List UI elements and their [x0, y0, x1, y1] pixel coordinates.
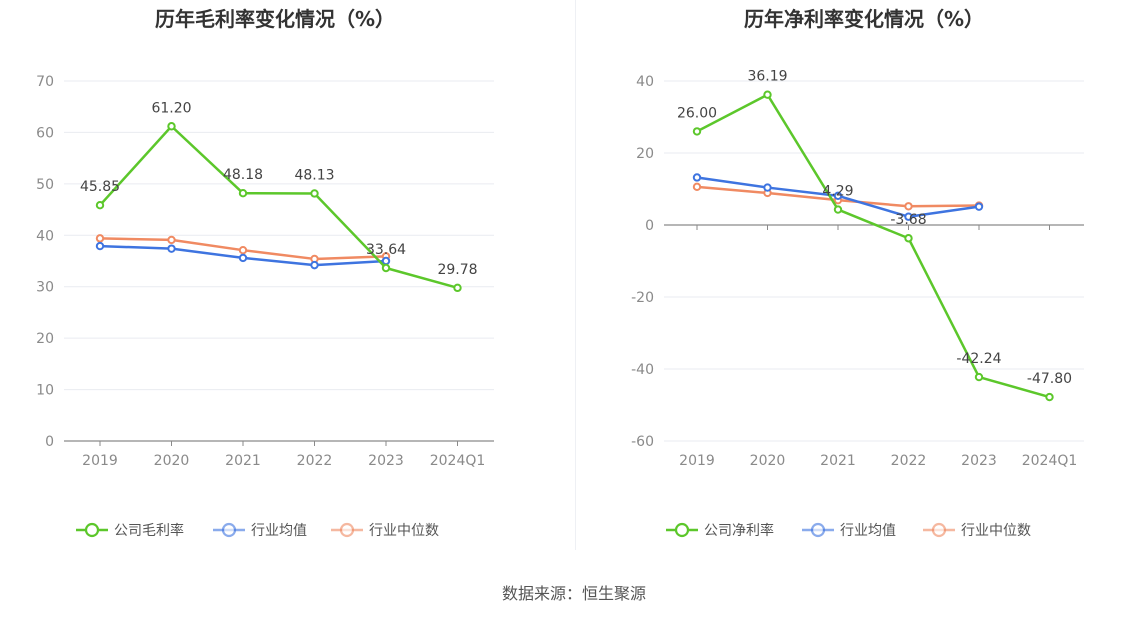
y-tick-label: 20 — [636, 146, 654, 162]
net-margin-chart: 历年净利率变化情况（%） -60 -40 -20 0 20 40 2019 2020 2021 20… — [576, 0, 1148, 560]
y-tick-label: 0 — [645, 218, 654, 234]
data-point — [833, 191, 843, 201]
data-point — [763, 90, 772, 99]
y-tick-label: 30 — [36, 280, 54, 296]
data-label: 4.29 — [822, 184, 853, 200]
data-point — [833, 205, 843, 214]
data-point — [692, 127, 702, 136]
legend-marker — [674, 522, 690, 538]
y-tick-label: -60 — [631, 434, 654, 450]
legend-marker — [339, 522, 355, 538]
data-point — [238, 189, 248, 198]
data-label: 33.64 — [366, 242, 406, 258]
data-point — [167, 122, 176, 131]
legend-item: 公司毛利率 — [76, 522, 184, 539]
y-tick-label: 40 — [636, 74, 654, 90]
series-line-s0 — [99, 125, 458, 290]
net-margin-svg: 历年净利率变化情况（%） -60 -40 -20 0 20 40 2019 2020 2021 20… — [631, 7, 1084, 539]
legend-marker — [221, 522, 237, 538]
data-label: -47.80 — [1027, 371, 1072, 387]
y-tick-label: 10 — [36, 383, 54, 399]
x-tick-label: 2022 — [297, 453, 333, 469]
data-point — [453, 283, 462, 293]
legend-label: 行业均值 — [251, 523, 307, 539]
data-point — [167, 244, 176, 253]
data-label: 61.20 — [151, 100, 191, 116]
legend-label: 行业中位数 — [369, 523, 439, 539]
legend-label: 公司毛利率 — [114, 522, 184, 539]
x-tick-label: 2024Q1 — [1022, 453, 1078, 469]
data-label: 48.13 — [294, 167, 334, 183]
data-point — [95, 241, 105, 251]
legend-item: 行业均值 — [213, 522, 307, 539]
data-point — [167, 235, 176, 245]
x-tick-label: 2021 — [820, 453, 856, 469]
data-point — [904, 212, 913, 221]
y-tick-label: 60 — [36, 125, 54, 141]
y-tick-label: 40 — [36, 228, 54, 244]
legend-label: 行业中位数 — [961, 523, 1031, 539]
legend-item: 行业中位数 — [923, 522, 1031, 539]
y-tick-label: -20 — [631, 290, 654, 306]
data-label: 29.78 — [437, 262, 477, 278]
data-point — [95, 234, 105, 243]
data-point — [974, 372, 984, 382]
data-label: 36.19 — [747, 69, 787, 85]
data-label: 48.18 — [223, 167, 263, 183]
legend-item: 行业中位数 — [331, 522, 439, 539]
x-tick-label: 2020 — [154, 453, 190, 469]
data-label: -42.24 — [956, 351, 1001, 367]
legend-marker — [810, 522, 826, 538]
chart-title: 历年净利率变化情况（%） — [744, 7, 984, 31]
y-tick-label: 70 — [36, 74, 54, 90]
x-tick-label: 2019 — [82, 453, 118, 469]
legend-label: 行业均值 — [840, 523, 896, 539]
data-label: 45.85 — [80, 179, 120, 195]
data-point — [95, 201, 105, 210]
gross-margin-chart: 历年毛利率变化情况（%） 0 10 20 30 40 50 60 70 2019 2020 2021 2… — [0, 0, 574, 560]
data-label: -3.68 — [890, 212, 926, 228]
y-tick-label: 20 — [36, 331, 54, 347]
x-tick-label: 2023 — [961, 453, 997, 469]
data-point — [381, 263, 391, 273]
data-point — [974, 202, 984, 211]
x-tick-label: 2019 — [679, 453, 715, 469]
data-point — [310, 260, 319, 270]
data-source-note: 数据来源：恒生聚源 — [501, 584, 646, 603]
x-tick-label: 2023 — [368, 453, 404, 469]
data-point — [692, 173, 702, 182]
legend-item: 公司净利率 — [666, 522, 774, 539]
chart-title: 历年毛利率变化情况（%） — [155, 7, 395, 31]
legend-label: 公司净利率 — [704, 522, 774, 539]
gross-margin-svg: 历年毛利率变化情况（%） 0 10 20 30 40 50 60 70 2019 2020 2021 2… — [36, 7, 494, 539]
x-tick-label: 2020 — [750, 453, 786, 469]
data-point — [381, 256, 391, 266]
panel-divider — [575, 0, 576, 550]
legend-marker — [84, 522, 100, 538]
x-tick-label: 2022 — [891, 453, 927, 469]
data-point — [692, 182, 702, 192]
y-tick-label: 50 — [36, 177, 54, 193]
y-tick-label: -40 — [631, 362, 654, 378]
legend-marker — [931, 522, 947, 538]
x-tick-label: 2024Q1 — [430, 453, 486, 469]
y-tick-label: 0 — [45, 434, 54, 450]
data-point — [1045, 392, 1054, 402]
data-point — [238, 253, 248, 263]
data-point — [904, 234, 913, 243]
series-line-s0 — [696, 93, 1050, 399]
data-point — [310, 189, 319, 198]
data-label: 26.00 — [677, 105, 717, 121]
legend-item: 行业均值 — [802, 522, 896, 539]
x-tick-label: 2021 — [225, 453, 261, 469]
data-point — [763, 183, 772, 192]
data-point — [904, 202, 913, 211]
data-point — [238, 246, 248, 255]
